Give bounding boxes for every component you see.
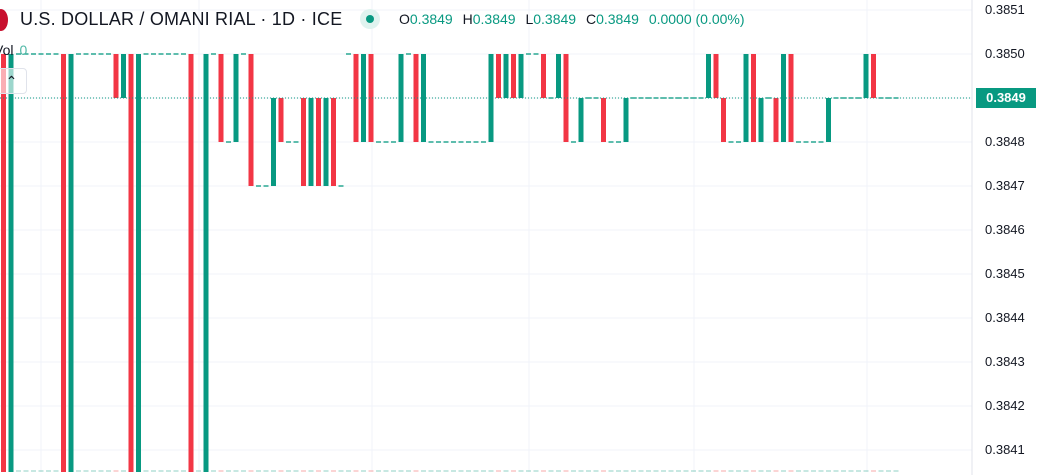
market-status-dot-icon [360,9,380,29]
candle-down [368,54,374,142]
candle-up [136,54,141,472]
price-axis-label: 0.3846 [985,222,1025,237]
high-key: H [462,11,473,27]
candle-up [863,54,869,98]
candle-up [556,54,561,98]
volume-value: 0 [19,42,28,58]
candle-down [541,54,546,98]
open-key: O [399,11,410,27]
candle-down [316,98,321,186]
price-axis-label: 0.3850 [985,46,1025,61]
candle-down [871,54,876,98]
candle-up [68,54,74,472]
collapse-legend-button[interactable]: ⌃ [0,68,27,94]
candle-up [271,98,276,186]
volume-legend: Vol 0 [0,42,27,58]
price-axis-label: 0.3847 [985,178,1025,193]
candle-up [233,54,239,142]
open-value: 0.3849 [409,11,453,27]
candle-up [323,98,329,186]
candle-down [511,54,516,98]
candle-up [203,54,209,472]
price-axis-label: 0.3841 [985,442,1025,457]
candle-up [826,98,831,142]
candle-up [398,54,404,142]
candle-up [518,54,524,98]
candle-down [713,54,719,98]
candle-up [503,54,509,98]
candle-down [413,54,419,142]
chevron-up-icon: ⌃ [5,73,18,89]
candle-down [248,54,254,186]
candle-down [188,54,194,472]
candle-down [601,98,606,142]
candle-up [488,54,494,142]
candle-down [788,54,794,142]
candle-down [721,98,726,142]
change-value: 0.0000 (0.00%) [648,11,745,27]
last-price-tag: 0.3849 [976,88,1036,108]
candle-down [301,98,306,186]
ohlc-legend: O0.3849 H0.3849 L0.3849 C0.3849 0.0000 (… [399,11,751,27]
candle-down [218,54,224,142]
close-key: C [585,11,597,27]
candle-down [113,54,119,98]
candle-down [331,98,336,186]
price-axis-label: 0.3851 [985,2,1025,17]
symbol-flag-icon [0,9,8,31]
volume-label: Vol [0,42,14,58]
close-value: 0.3849 [596,11,639,27]
candle-up [743,54,749,142]
price-axis-label: 0.3843 [985,354,1025,369]
candle-down [61,54,66,472]
candle-up [8,54,14,472]
candle-down [278,98,284,142]
candle-down [353,54,359,142]
candle-up [308,98,314,186]
candle-up [623,98,629,142]
price-axis-label: 0.3844 [985,310,1025,325]
candle-up [706,54,711,98]
candle-down [496,54,501,98]
candle-down [1,54,6,472]
low-key: L [525,11,534,27]
high-value: 0.3849 [472,11,516,27]
price-axis-label: 0.3848 [985,134,1025,149]
candle-down [128,54,134,472]
candle-down [773,98,779,142]
price-axis-label: 0.3845 [985,266,1025,281]
candle-down [563,54,569,142]
candle-up [758,98,764,142]
candle-up [121,54,126,98]
symbol-title[interactable]: U.S. DOLLAR / OMANI RIAL · 1D · ICE [20,9,343,29]
candle-up [578,98,584,142]
price-axis-label: 0.3842 [985,398,1025,413]
low-value: 0.3849 [533,11,577,27]
